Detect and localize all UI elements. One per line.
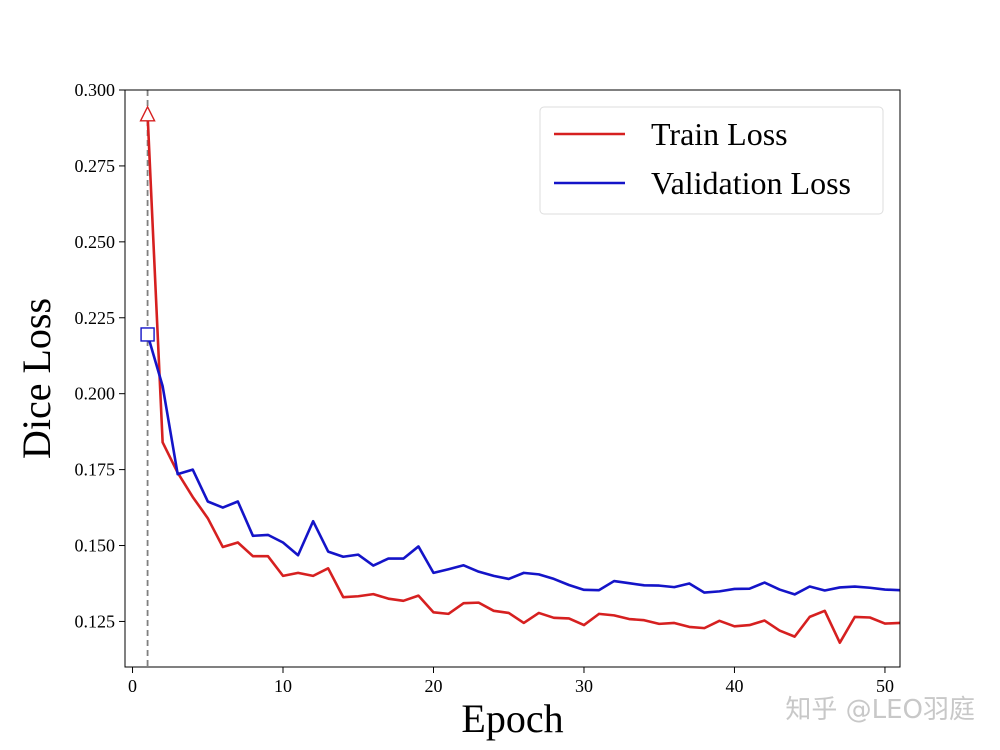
legend-label-0: Train Loss — [651, 116, 788, 152]
x-tick-label: 20 — [424, 676, 442, 696]
y-tick-label: 0.125 — [75, 611, 116, 631]
legend-box — [539, 106, 884, 215]
x-tick-label: 40 — [725, 676, 743, 696]
plot-area-frame — [124, 89, 901, 668]
watermark-text: 知乎 @LEO羽庭 — [785, 695, 975, 725]
x-axis: 0 10 20 30 40 50 — [128, 667, 894, 696]
y-tick-label: 0.175 — [75, 460, 116, 480]
legend-label-1: Validation Loss — [651, 165, 851, 201]
y-tick-label: 0.275 — [75, 156, 116, 176]
legend: Train Loss Validation Loss — [539, 106, 884, 215]
series-marker-0 — [139, 105, 156, 122]
y-axis: 0.125 0.150 0.175 0.200 0.225 0.250 0.275 0.300 — [75, 80, 125, 631]
y-tick-label: 0.300 — [75, 80, 116, 100]
series-marker-1 — [140, 327, 155, 342]
y-tick-label: 0.150 — [75, 536, 116, 556]
plot-lines-group — [146, 90, 900, 667]
x-axis-title: Epoch — [461, 696, 563, 741]
y-tick-label: 0.225 — [75, 308, 116, 328]
y-tick-label: 0.200 — [75, 384, 116, 404]
x-tick-label: 10 — [274, 676, 292, 696]
x-tick-label: 0 — [128, 676, 137, 696]
series-line-1 — [146, 334, 900, 596]
x-tick-label: 50 — [876, 676, 894, 696]
x-tick-label: 30 — [575, 676, 593, 696]
series-line-0 — [146, 114, 900, 645]
y-axis-title: Dice Loss — [14, 298, 59, 459]
y-tick-label: 0.250 — [75, 232, 116, 252]
